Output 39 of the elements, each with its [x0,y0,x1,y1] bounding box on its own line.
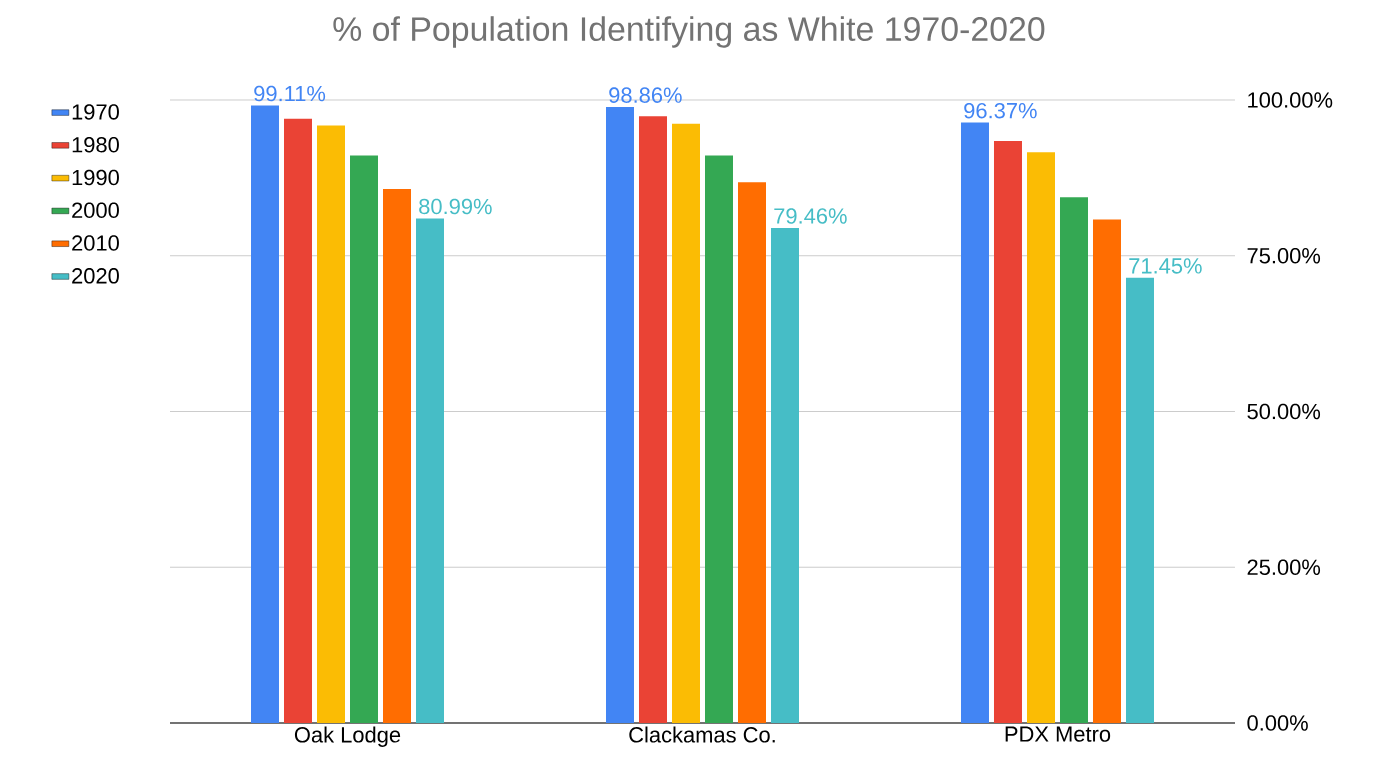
bar [993,141,1022,723]
bar [606,107,634,723]
y-tick-label: 75.00% [1247,247,1321,264]
y-tick-label: 50.00% [1247,403,1321,420]
x-tick-label: Oak Lodge [294,726,401,747]
bar [771,227,799,723]
x-tick-label: Clackamas Co. [629,726,775,743]
bar [251,105,279,723]
legend-label: 1970 [72,104,119,120]
bar [1092,219,1121,723]
bar [738,182,766,723]
legend-label: 2020 [72,268,119,284]
data-label: 79.46% [774,208,847,224]
legend-label: 2000 [72,202,119,219]
bar [317,125,345,723]
data-label: 71.45% [1129,258,1202,274]
legend-label: 1990 [72,169,119,186]
data-label: 80.99% [419,198,492,215]
bar [284,118,312,723]
legend-label: 1980 [72,136,119,153]
bar [350,155,378,723]
chart-title: % of Population Identifying as White 1970-2020 [333,16,1045,48]
data-label: 98.86% [609,87,682,103]
y-tick-label: 100.00% [1248,92,1333,108]
bar [416,218,444,723]
x-tick-label: PDX Metro [1005,726,1111,742]
bar [383,189,411,723]
bar [639,116,667,723]
y-tick-label: 0.00% [1247,715,1308,731]
legend-label: 2010 [72,235,119,251]
bar [1059,197,1088,723]
y-tick-label: 25.00% [1247,559,1321,576]
data-label: 96.37% [964,102,1037,119]
bar [1026,152,1055,723]
bar [705,155,733,723]
bar [672,123,700,723]
bar [960,122,989,723]
data-label: 99.11% [254,85,326,102]
bar [1125,277,1154,723]
